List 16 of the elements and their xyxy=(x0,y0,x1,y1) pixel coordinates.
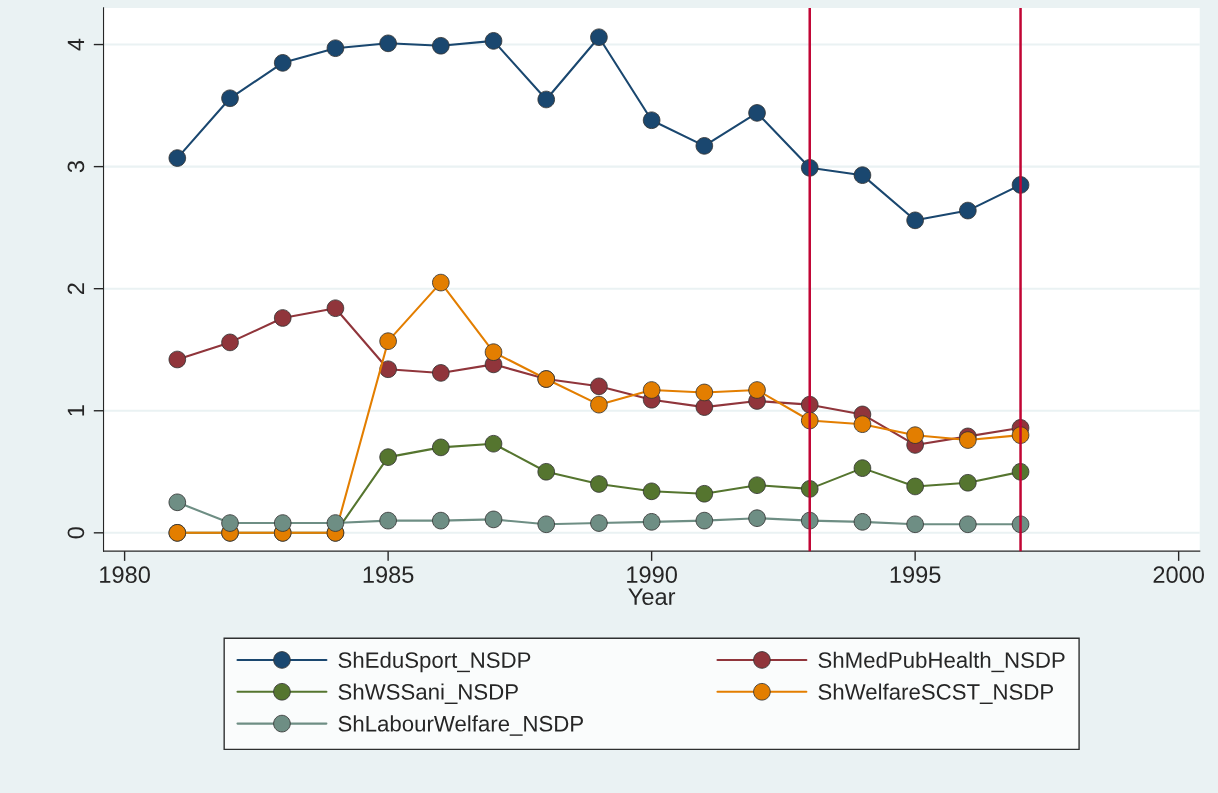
legend-label: ShLabourWelfare_NSDP xyxy=(338,715,583,736)
legend-label: ShEduSport_NSDP xyxy=(338,651,531,673)
y-tick-label: 0 xyxy=(67,527,85,539)
x-tick-label: 1985 xyxy=(363,566,414,584)
legend-label: ShWSSani_NSDP xyxy=(338,683,518,704)
x-tick-label: 2000 xyxy=(1153,566,1204,584)
y-tick-label: 4 xyxy=(67,38,85,51)
x-tick-label: 1995 xyxy=(890,566,941,584)
x-tick-label: 1990 xyxy=(627,566,677,584)
y-tick-label: 3 xyxy=(67,161,85,173)
x-axis-title: Year xyxy=(628,588,676,606)
y-tick-label: 2 xyxy=(67,283,85,295)
y-tick-label: 1 xyxy=(67,405,85,416)
legend-label: ShWelfareSCST_NSDP xyxy=(818,683,1054,704)
x-tick-label: 1980 xyxy=(100,566,150,584)
legend-label: ShMedPubHealth_NSDP xyxy=(818,651,1065,673)
